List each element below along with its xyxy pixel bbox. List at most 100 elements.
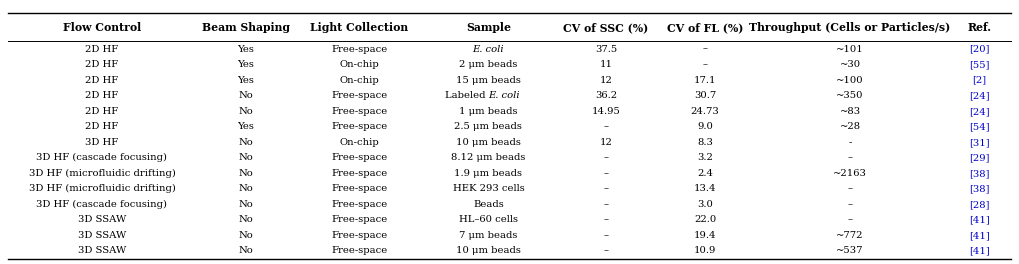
Text: 3D HF (cascade focusing): 3D HF (cascade focusing) bbox=[37, 200, 167, 209]
Text: Ref.: Ref. bbox=[967, 22, 991, 33]
Text: –: – bbox=[848, 200, 853, 209]
Text: 8.12 μm beads: 8.12 μm beads bbox=[451, 153, 526, 162]
Text: Free-space: Free-space bbox=[331, 91, 387, 100]
Text: 36.2: 36.2 bbox=[595, 91, 618, 100]
Text: 10 μm beads: 10 μm beads bbox=[455, 247, 521, 256]
Text: No: No bbox=[238, 200, 254, 209]
Text: On-chip: On-chip bbox=[339, 60, 379, 69]
Text: 37.5: 37.5 bbox=[595, 45, 618, 54]
Text: Free-space: Free-space bbox=[331, 122, 387, 131]
Text: [41]: [41] bbox=[969, 215, 989, 224]
Text: –: – bbox=[603, 200, 608, 209]
Text: –: – bbox=[702, 60, 707, 69]
Text: –: – bbox=[603, 215, 608, 224]
Text: ~537: ~537 bbox=[837, 247, 864, 256]
Text: 1.9 μm beads: 1.9 μm beads bbox=[454, 169, 523, 178]
Text: Free-space: Free-space bbox=[331, 169, 387, 178]
Text: Yes: Yes bbox=[237, 76, 255, 85]
Text: ~83: ~83 bbox=[840, 107, 861, 116]
Text: [55]: [55] bbox=[969, 60, 989, 69]
Text: [38]: [38] bbox=[969, 184, 989, 193]
Text: –: – bbox=[702, 45, 707, 54]
Text: 11: 11 bbox=[599, 60, 612, 69]
Text: 19.4: 19.4 bbox=[694, 231, 716, 240]
Text: [24]: [24] bbox=[969, 107, 989, 116]
Text: No: No bbox=[238, 138, 254, 147]
Text: Light Collection: Light Collection bbox=[310, 22, 409, 33]
Text: –: – bbox=[603, 184, 608, 193]
Text: ~2163: ~2163 bbox=[834, 169, 867, 178]
Text: No: No bbox=[238, 215, 254, 224]
Text: –: – bbox=[848, 184, 853, 193]
Text: No: No bbox=[238, 153, 254, 162]
Text: 7 μm beads: 7 μm beads bbox=[460, 231, 518, 240]
Text: Sample: Sample bbox=[466, 22, 511, 33]
Text: 2D HF: 2D HF bbox=[86, 45, 118, 54]
Text: ~101: ~101 bbox=[837, 45, 864, 54]
Text: No: No bbox=[238, 184, 254, 193]
Text: Flow Control: Flow Control bbox=[63, 22, 141, 33]
Text: -: - bbox=[849, 138, 852, 147]
Text: –: – bbox=[603, 169, 608, 178]
Text: 3D HF: 3D HF bbox=[86, 138, 118, 147]
Text: 30.7: 30.7 bbox=[694, 91, 716, 100]
Text: 3.2: 3.2 bbox=[697, 153, 713, 162]
Text: ~350: ~350 bbox=[837, 91, 864, 100]
Text: No: No bbox=[238, 91, 254, 100]
Text: Free-space: Free-space bbox=[331, 107, 387, 116]
Text: Beam Shaping: Beam Shaping bbox=[202, 22, 290, 33]
Text: 2.5 μm beads: 2.5 μm beads bbox=[454, 122, 523, 131]
Text: 10.9: 10.9 bbox=[694, 247, 716, 256]
Text: 22.0: 22.0 bbox=[694, 215, 716, 224]
Text: Free-space: Free-space bbox=[331, 184, 387, 193]
Text: 17.1: 17.1 bbox=[694, 76, 716, 85]
Text: 15 μm beads: 15 μm beads bbox=[455, 76, 521, 85]
Text: 12: 12 bbox=[599, 138, 612, 147]
Text: 3D SSAW: 3D SSAW bbox=[77, 231, 126, 240]
Text: 2D HF: 2D HF bbox=[86, 122, 118, 131]
Text: ~30: ~30 bbox=[840, 60, 861, 69]
Text: [31]: [31] bbox=[969, 138, 989, 147]
Text: –: – bbox=[603, 231, 608, 240]
Text: HL–60 cells: HL–60 cells bbox=[459, 215, 518, 224]
Text: 14.95: 14.95 bbox=[592, 107, 621, 116]
Text: 3D HF (microfluidic drifting): 3D HF (microfluidic drifting) bbox=[29, 184, 175, 194]
Text: –: – bbox=[603, 247, 608, 256]
Text: Throughput (Cells or Particles/s): Throughput (Cells or Particles/s) bbox=[749, 22, 951, 33]
Text: [41]: [41] bbox=[969, 231, 989, 240]
Text: 3D SSAW: 3D SSAW bbox=[77, 215, 126, 224]
Text: –: – bbox=[848, 215, 853, 224]
Text: ~28: ~28 bbox=[840, 122, 861, 131]
Text: 2D HF: 2D HF bbox=[86, 60, 118, 69]
Text: HEK 293 cells: HEK 293 cells bbox=[452, 184, 525, 193]
Text: Free-space: Free-space bbox=[331, 45, 387, 54]
Text: ~100: ~100 bbox=[837, 76, 864, 85]
Text: [54]: [54] bbox=[969, 122, 989, 131]
Text: Labeled: Labeled bbox=[444, 91, 488, 100]
Text: Free-space: Free-space bbox=[331, 247, 387, 256]
Text: –: – bbox=[603, 122, 608, 131]
Text: 12: 12 bbox=[599, 76, 612, 85]
Text: 9.0: 9.0 bbox=[697, 122, 713, 131]
Text: –: – bbox=[603, 153, 608, 162]
Text: 10 μm beads: 10 μm beads bbox=[455, 138, 521, 147]
Text: [2]: [2] bbox=[972, 76, 986, 85]
Text: 13.4: 13.4 bbox=[694, 184, 716, 193]
Text: No: No bbox=[238, 169, 254, 178]
Text: 3D HF (microfluidic drifting): 3D HF (microfluidic drifting) bbox=[29, 169, 175, 178]
Text: Free-space: Free-space bbox=[331, 215, 387, 224]
Text: Beads: Beads bbox=[473, 200, 503, 209]
Text: Free-space: Free-space bbox=[331, 200, 387, 209]
Text: On-chip: On-chip bbox=[339, 76, 379, 85]
Text: –: – bbox=[848, 153, 853, 162]
Text: 3.0: 3.0 bbox=[697, 200, 713, 209]
Text: Yes: Yes bbox=[237, 45, 255, 54]
Text: Yes: Yes bbox=[237, 122, 255, 131]
Text: 2D HF: 2D HF bbox=[86, 76, 118, 85]
Text: Free-space: Free-space bbox=[331, 153, 387, 162]
Text: [41]: [41] bbox=[969, 247, 989, 256]
Text: [29]: [29] bbox=[969, 153, 989, 162]
Text: [38]: [38] bbox=[969, 169, 989, 178]
Text: 24.73: 24.73 bbox=[691, 107, 719, 116]
Text: 2D HF: 2D HF bbox=[86, 107, 118, 116]
